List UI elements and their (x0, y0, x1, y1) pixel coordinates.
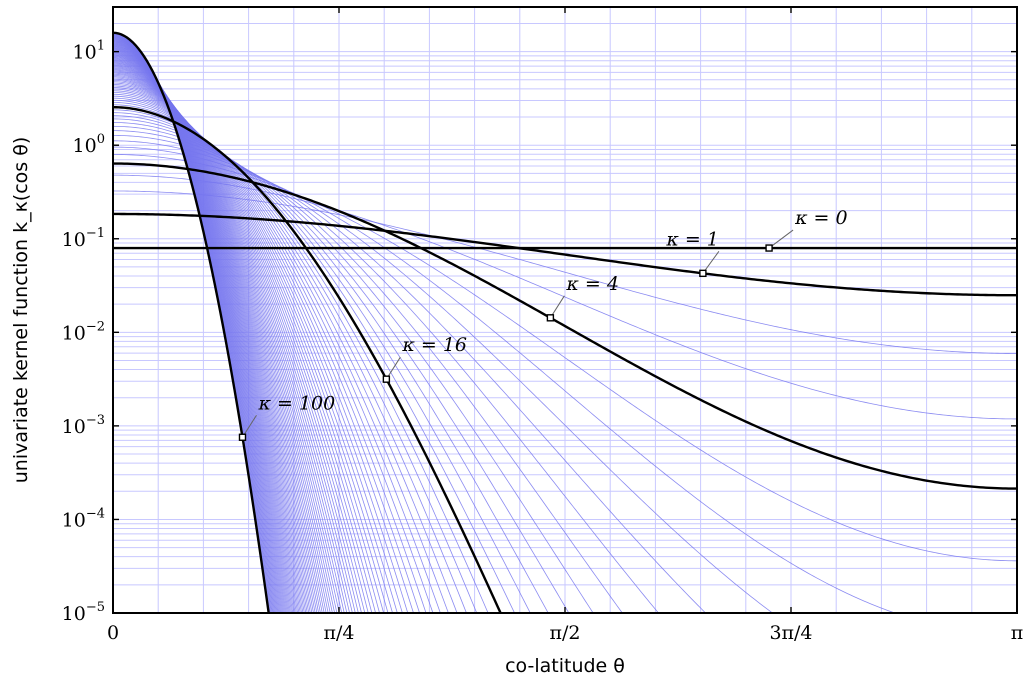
annotation-label-kappa-1: κ = 1 (665, 228, 719, 250)
series-line-kappa-29 (112, 82, 398, 614)
series-line-kappa-43 (112, 66, 348, 614)
series-line-kappa-27 (112, 85, 409, 614)
series-line-kappa-39 (112, 70, 359, 614)
series-line-kappa-54 (112, 57, 323, 614)
highlight-line-kappa-100 (112, 31, 270, 614)
annotation-label-kappa-0: κ = 0 (794, 207, 848, 229)
annotation-label-kappa-16: κ = 16 (401, 334, 467, 356)
annotation-marker-kappa-1 (699, 269, 707, 278)
series-line-kappa-31 (112, 79, 389, 614)
y-tick-labels: 101 100 10−1 10−2 10−3 10−4 10−5 (62, 39, 105, 625)
series-line-kappa-26 (112, 87, 414, 614)
x-tick-label: 0 (107, 622, 119, 644)
grid-lines (113, 6, 1017, 614)
y-axis-title: univariate kernel function k_κ(cos θ) (10, 137, 32, 484)
y-tick-label: 10−3 (62, 413, 105, 438)
series-line-kappa-100 (112, 32, 270, 614)
series-line-kappa-22 (112, 93, 441, 614)
annotation-marker-kappa-16 (382, 375, 391, 383)
series-line-kappa-32 (112, 78, 385, 614)
x-tick-label: π (1011, 622, 1024, 644)
series-line-kappa-25 (112, 88, 420, 614)
y-tick-label: 101 (73, 39, 105, 64)
x-axis-title: co-latitude θ (505, 655, 625, 677)
series-line-kappa-41 (112, 68, 353, 614)
series-line-kappa-11 (112, 122, 594, 614)
highlight-line-kappa-1 (113, 212, 1017, 297)
series-line-kappa-24 (112, 90, 427, 614)
series-line-kappa-5 (112, 154, 1018, 562)
y-tick-label: 10−4 (62, 506, 105, 531)
series-line-kappa-49 (112, 61, 333, 614)
series-line-kappa-45 (112, 64, 343, 614)
annotation-leader-kappa-0 (768, 229, 794, 249)
series-line-kappa-42 (112, 67, 350, 614)
y-tick-label: 10−2 (62, 319, 105, 344)
series-line-kappa-2 (112, 190, 1017, 354)
highlight-line-kappa-4 (112, 162, 1018, 490)
x-tick-labels: 0 π/4 π/2 3π/4 π (107, 622, 1023, 644)
annotation-marker-kappa-0 (765, 244, 773, 252)
series-line-kappa-23 (112, 92, 434, 614)
annotation-label-kappa-4: κ = 4 (565, 273, 619, 295)
x-tick-label: π/4 (324, 622, 355, 644)
annotation-label-kappa-100: κ = 100 (257, 392, 335, 414)
y-tick-label: 10−1 (62, 226, 105, 251)
series-line-kappa-44 (112, 65, 345, 614)
annotation-marker-kappa-4 (546, 314, 555, 322)
series-line-kappa-28 (112, 84, 403, 614)
series-line-kappa-30 (112, 81, 393, 614)
highlight-line-kappa-16 (112, 106, 502, 614)
y-tick-label: 10−5 (62, 600, 105, 625)
curve-annotations: κ = 0 κ = 1 κ = 4 κ = 16 κ = 100 (238, 207, 848, 441)
annotation-marker-kappa-100 (238, 433, 247, 441)
background-curves (112, 32, 1018, 614)
series-line-kappa-13 (112, 115, 549, 614)
highlighted-curves (112, 31, 1018, 614)
series-line-kappa-59 (112, 53, 314, 614)
y-tick-label: 100 (73, 132, 105, 157)
x-tick-label: π/2 (550, 622, 581, 644)
series-line-kappa-38 (112, 71, 362, 614)
axis-ticks (112, 7, 1018, 614)
x-tick-label: 3π/4 (769, 622, 812, 644)
series-line-kappa-40 (112, 69, 356, 614)
series-line-kappa-33 (112, 77, 380, 614)
